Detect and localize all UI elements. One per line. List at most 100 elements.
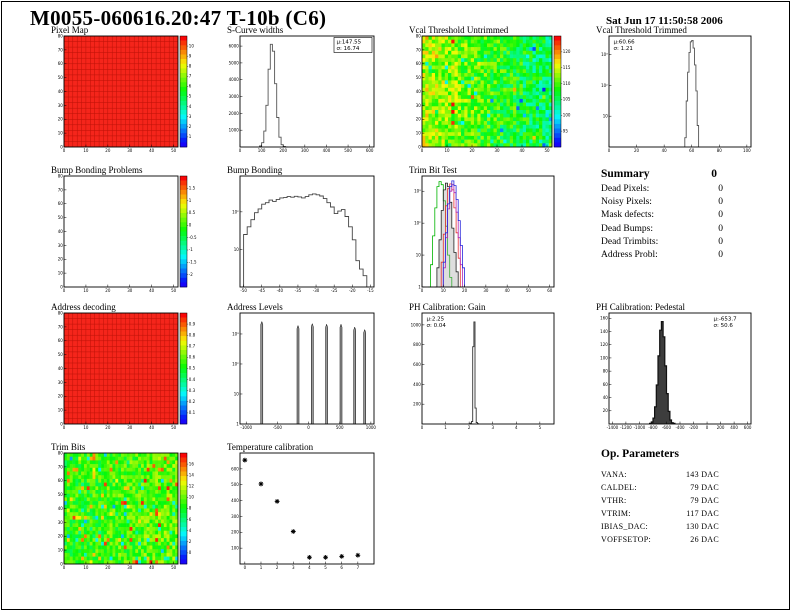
op-parameters-title: Op. Parameters [601, 448, 679, 460]
op-parameter-value: 79 DAC [690, 483, 719, 492]
op-parameter-row: VTRIM: 117 DAC [601, 507, 719, 520]
svg-text:80: 80 [58, 33, 64, 38]
svg-text:50: 50 [171, 565, 177, 570]
summary-title: Summary [601, 168, 650, 180]
svg-text:95: 95 [563, 128, 569, 133]
chart-address-levels: -1000 -500 0 500 1000 1 10 10² 10³ Address Levels [223, 302, 377, 434]
svg-text:70: 70 [58, 324, 64, 329]
svg-text:1: 1 [189, 198, 192, 203]
svg-text:50: 50 [171, 288, 177, 293]
svg-text:10: 10 [58, 548, 64, 553]
svg-text:4000: 4000 [229, 77, 240, 82]
op-parameter-row: VANA: 143 DAC [601, 468, 719, 481]
svg-text:μ:2.25: μ:2.25 [427, 317, 445, 323]
svg-text:-1200: -1200 [620, 425, 632, 430]
svg-text:1.5: 1.5 [189, 186, 196, 191]
summary-row: Address Probl: 0 [601, 249, 723, 262]
svg-text:70: 70 [58, 47, 64, 52]
svg-text:3: 3 [491, 425, 494, 430]
svg-text:20: 20 [58, 394, 64, 399]
svg-text:S-Curve widths: S-Curve widths [227, 25, 284, 35]
svg-text:0: 0 [307, 425, 310, 430]
svg-text:σ: 1.21: σ: 1.21 [614, 46, 633, 52]
svg-text:50: 50 [58, 75, 64, 80]
svg-text:10: 10 [189, 495, 195, 500]
svg-text:0.3: 0.3 [189, 388, 196, 393]
svg-text:40: 40 [519, 148, 525, 153]
svg-text:1: 1 [444, 425, 447, 430]
svg-text:10³: 10³ [601, 52, 608, 57]
svg-text:0: 0 [63, 148, 66, 153]
svg-text:-800: -800 [648, 425, 658, 430]
svg-text:20: 20 [58, 117, 64, 122]
op-parameter-label: VTHR: [601, 496, 627, 505]
svg-text:6: 6 [340, 565, 343, 570]
svg-text:0: 0 [608, 148, 611, 153]
svg-text:30: 30 [127, 565, 133, 570]
svg-text:μ:147.55: μ:147.55 [337, 40, 362, 46]
svg-text:PH Calibration: Gain: PH Calibration: Gain [409, 302, 486, 312]
svg-text:0: 0 [63, 425, 66, 430]
svg-text:10: 10 [58, 131, 64, 136]
svg-text:10²: 10² [414, 221, 421, 226]
svg-text:40: 40 [58, 229, 64, 234]
svg-text:0.5: 0.5 [189, 210, 196, 215]
svg-text:40: 40 [149, 425, 155, 430]
op-parameter-row: VTHR: 79 DAC [601, 494, 719, 507]
svg-text:60: 60 [416, 61, 422, 66]
summary-rows: Dead Pixels: 0 Noisy Pixels: 0 Mask defect… [601, 183, 723, 262]
svg-text:200: 200 [279, 148, 287, 153]
chart-vcal-trimmed: 0 20 40 60 80 100 10 10² 10³ μ:60.66 σ: 1.21 Vcal T… [593, 25, 755, 157]
svg-text:10²: 10² [232, 361, 239, 366]
chart-trim-bits: 16 14 12 10 8 6 4 2 0 0 10 20 30 40 50 0 10 20 30 40 50 60 70 8… [48, 442, 200, 574]
svg-text:9: 9 [189, 53, 192, 58]
svg-text:40: 40 [662, 148, 668, 153]
svg-text:0: 0 [239, 148, 242, 153]
summary-row-value: 0 [718, 210, 723, 221]
svg-text:200: 200 [231, 530, 239, 535]
op-parameters-panel: Op. Parameters VANA: 143 DAC CALDEL: 79 DA… [601, 448, 719, 546]
svg-text:70: 70 [416, 47, 422, 52]
svg-text:50: 50 [58, 492, 64, 497]
svg-text:10: 10 [83, 565, 89, 570]
svg-text:50: 50 [58, 215, 64, 220]
chart-bump-bonding-problems: 1.5 1 0.5 0 -0.5 -1 -1.5 -2 0 10 20 30 40 50 0 10 20 30 40… [48, 165, 200, 297]
svg-text:σ: 16.74: σ: 16.74 [337, 46, 360, 52]
chart-trim-bit-test: 0 10 20 30 40 50 60 1 10 10² 10³ Trim Bit Test [406, 165, 574, 297]
op-parameter-value: 79 DAC [690, 496, 719, 505]
svg-text:0: 0 [60, 284, 63, 289]
svg-text:-1000: -1000 [634, 425, 646, 430]
svg-text:80: 80 [416, 33, 422, 38]
chart-s-curve-widths: 0 100 200 300 400 500 600 1000 2000 3000 4000 5000 6… [223, 25, 377, 157]
svg-text:500: 500 [231, 482, 239, 487]
svg-text:6: 6 [189, 517, 192, 522]
svg-text:80: 80 [717, 148, 723, 153]
summary-row-value: 0 [718, 223, 723, 234]
svg-text:120: 120 [563, 49, 571, 54]
svg-text:40: 40 [58, 506, 64, 511]
op-parameter-label: VTRIM: [601, 509, 631, 518]
svg-text:3: 3 [189, 114, 192, 119]
svg-text:0.8: 0.8 [189, 332, 196, 337]
svg-text:1: 1 [236, 421, 239, 426]
svg-text:-2: -2 [189, 272, 193, 277]
svg-text:16: 16 [189, 461, 195, 466]
summary-total: 0 [711, 168, 717, 180]
chart-ph-pedestal: -1400 -1200 -1000 -800 -600 -400 -200 0 200 400 60… [593, 302, 755, 434]
svg-text:0: 0 [421, 148, 424, 153]
svg-text:-500: -500 [273, 425, 283, 430]
svg-text:0: 0 [63, 288, 66, 293]
svg-text:0.4: 0.4 [189, 377, 196, 382]
svg-text:1000: 1000 [411, 322, 422, 327]
svg-text:0: 0 [706, 425, 709, 430]
summary-row-label: Mask defects: [601, 210, 655, 221]
svg-text:600: 600 [231, 466, 239, 471]
svg-text:20: 20 [105, 565, 111, 570]
svg-text:Bump Bonding Problems: Bump Bonding Problems [51, 165, 143, 175]
svg-text:-600: -600 [662, 425, 672, 430]
svg-text:40: 40 [58, 89, 64, 94]
svg-text:10: 10 [416, 252, 422, 257]
op-parameter-label: VOFFSETOP: [601, 535, 651, 544]
svg-text:300: 300 [231, 514, 239, 519]
